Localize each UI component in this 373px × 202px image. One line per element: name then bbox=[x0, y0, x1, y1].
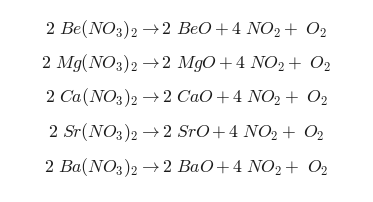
Text: $2\ Be(NO_3)_2 \rightarrow 2\ BeO + 4\ NO_2 +\ O_2$: $2\ Be(NO_3)_2 \rightarrow 2\ BeO + 4\ N… bbox=[46, 18, 327, 41]
Text: $2\ Mg(NO_3)_2 \rightarrow 2\ MgO + 4\ NO_2 +\ O_2$: $2\ Mg(NO_3)_2 \rightarrow 2\ MgO + 4\ N… bbox=[41, 52, 332, 75]
Text: $2\ Ca(NO_3)_2 \rightarrow 2\ CaO + 4\ NO_2 +\ O_2$: $2\ Ca(NO_3)_2 \rightarrow 2\ CaO + 4\ N… bbox=[45, 87, 328, 109]
Text: $2\ Ba(NO_3)_2 \rightarrow 2\ BaO + 4\ NO_2 +\ O_2$: $2\ Ba(NO_3)_2 \rightarrow 2\ BaO + 4\ N… bbox=[44, 156, 329, 179]
Text: $2\ Sr(NO_3)_2 \rightarrow 2\ SrO + 4\ NO_2 +\ O_2$: $2\ Sr(NO_3)_2 \rightarrow 2\ SrO + 4\ N… bbox=[48, 121, 325, 144]
